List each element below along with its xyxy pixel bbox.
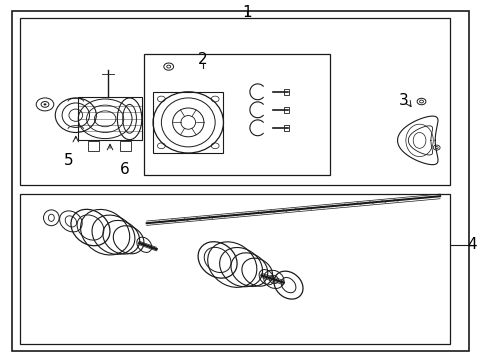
- Bar: [20, 194, 449, 344]
- Bar: [144, 54, 329, 175]
- Bar: [120, 141, 130, 151]
- Circle shape: [43, 103, 46, 105]
- Bar: [78, 97, 142, 140]
- Text: 3: 3: [398, 93, 407, 108]
- Bar: [283, 107, 289, 113]
- Bar: [283, 89, 289, 95]
- Bar: [153, 92, 223, 153]
- Text: 1: 1: [242, 5, 251, 20]
- Text: 4: 4: [466, 237, 476, 252]
- Text: 2: 2: [198, 52, 207, 67]
- Bar: [20, 18, 449, 185]
- Text: 6: 6: [120, 162, 129, 177]
- Bar: [283, 125, 289, 131]
- Text: 5: 5: [63, 153, 73, 168]
- Bar: [88, 141, 99, 151]
